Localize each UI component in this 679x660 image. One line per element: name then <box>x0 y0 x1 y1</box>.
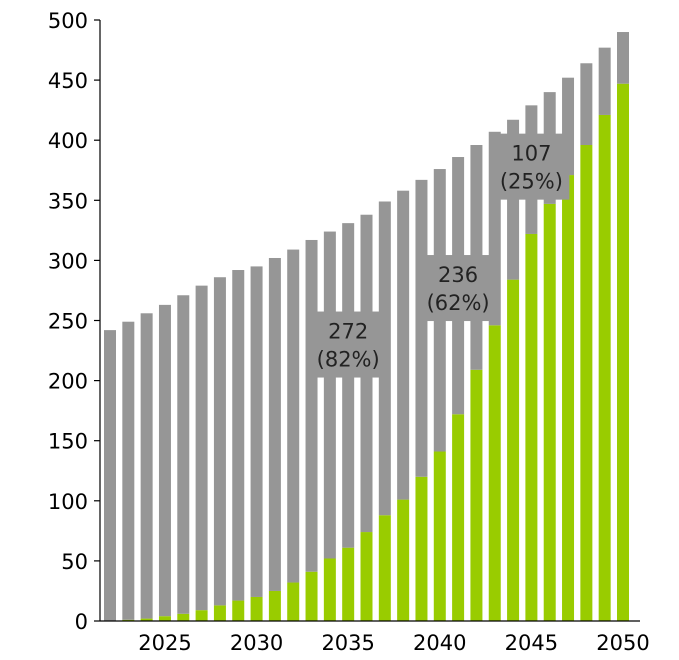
bar-segment-gray-2038 <box>397 190 410 500</box>
annotation-box-2045 <box>493 133 570 200</box>
x-tick-label-2035: 2035 <box>321 631 374 655</box>
bar-segment-gray-2033 <box>305 239 318 572</box>
bar-segment-green-2024 <box>140 618 153 621</box>
annotation-value-2041: 236 <box>438 263 478 287</box>
bar-segment-green-2041 <box>452 414 465 621</box>
bar-segment-green-2027 <box>195 610 208 621</box>
y-tick-label-450: 450 <box>48 69 88 93</box>
annotation-box-2041 <box>420 255 497 322</box>
annotation-2041: 236 (62%) <box>420 255 497 322</box>
x-tick-label-2025: 2025 <box>138 631 191 655</box>
bar-segment-green-2048 <box>580 145 593 621</box>
x-tick-label-2050: 2050 <box>596 631 649 655</box>
bar-segment-green-2030 <box>250 596 263 621</box>
bar-segment-gray-2027 <box>195 285 208 611</box>
annotation-share-2041: (62%) <box>427 291 490 315</box>
y-tick-label-100: 100 <box>48 490 88 514</box>
bar-segment-green-2046 <box>543 203 556 621</box>
bars-layer <box>104 32 629 622</box>
bar-segment-gray-2039 <box>415 179 428 477</box>
annotation-2045: 107 (25%) <box>493 133 570 200</box>
annotation-share-2045: (25%) <box>500 170 563 194</box>
bar-segment-green-2032 <box>287 582 300 621</box>
bar-segment-gray-2034 <box>323 231 336 559</box>
annotation-box-2035 <box>310 311 387 378</box>
bar-segment-gray-2026 <box>177 295 190 614</box>
bar-segment-green-2033 <box>305 571 318 621</box>
annotation-value-2045: 107 <box>511 142 551 166</box>
bar-segment-green-2042 <box>470 369 483 621</box>
bar-segment-gray-2022 <box>104 330 116 621</box>
bar-segment-gray-2024 <box>140 313 153 619</box>
bar-segment-gray-2030 <box>250 266 263 597</box>
bar-segment-gray-2049 <box>598 47 611 115</box>
bar-segment-gray-2025 <box>158 304 171 617</box>
bar-segment-green-2049 <box>598 114 611 621</box>
bar-segment-green-2040 <box>433 451 446 621</box>
bar-segment-green-2023 <box>122 619 135 621</box>
bar-segment-green-2047 <box>562 175 575 622</box>
bar-segment-green-2045 <box>525 233 538 621</box>
x-tick-label-2030: 2030 <box>230 631 283 655</box>
bar-segment-green-2037 <box>378 515 391 621</box>
bar-segment-green-2043 <box>488 325 501 621</box>
annotation-value-2035: 272 <box>328 320 368 344</box>
bar-segment-gray-2044 <box>507 119 520 280</box>
y-tick-label-250: 250 <box>48 310 88 334</box>
y-tick-label-150: 150 <box>48 430 88 454</box>
axes-layer: 0 50 100 150 200 250 300 350 400 450 500 2025 2030 20… <box>48 9 650 655</box>
bar-segment-green-2026 <box>177 613 190 621</box>
annotation-2035: 272 (82%) <box>310 311 387 378</box>
bar-segment-green-2050 <box>617 83 629 622</box>
x-tick-label-2040: 2040 <box>413 631 466 655</box>
bar-segment-gray-2032 <box>287 249 300 583</box>
y-tick-label-300: 300 <box>48 249 88 273</box>
y-tick-label-50: 50 <box>61 550 88 574</box>
bar-segment-gray-2048 <box>580 63 593 146</box>
bar-segment-green-2038 <box>397 499 410 621</box>
bar-segment-gray-2028 <box>213 277 226 606</box>
annotation-share-2035: (82%) <box>317 348 380 372</box>
annotations-layer: 272 (82%) 236 (62%) 107 (25%) <box>310 133 570 378</box>
y-tick-label-500: 500 <box>48 9 88 33</box>
y-tick-label-350: 350 <box>48 189 88 213</box>
y-tick-label-0: 0 <box>75 610 88 634</box>
x-tick-label-2045: 2045 <box>505 631 558 655</box>
bar-segment-green-2039 <box>415 476 428 621</box>
bar-segment-gray-2029 <box>232 270 245 601</box>
bar-segment-gray-2023 <box>122 321 135 620</box>
y-tick-label-400: 400 <box>48 129 88 153</box>
bar-segment-gray-2031 <box>268 257 281 591</box>
bar-segment-green-2025 <box>158 616 171 621</box>
bar-segment-green-2044 <box>507 279 520 621</box>
bar-segment-green-2036 <box>360 532 373 621</box>
bar-segment-gray-2035 <box>342 223 355 548</box>
bar-segment-green-2028 <box>213 605 226 621</box>
bar-segment-green-2031 <box>268 590 281 621</box>
bar-segment-green-2035 <box>342 547 355 621</box>
bar-segment-gray-2050 <box>617 32 629 84</box>
bar-segment-green-2029 <box>232 600 245 621</box>
y-tick-label-200: 200 <box>48 370 88 394</box>
bar-segment-green-2034 <box>323 558 336 621</box>
